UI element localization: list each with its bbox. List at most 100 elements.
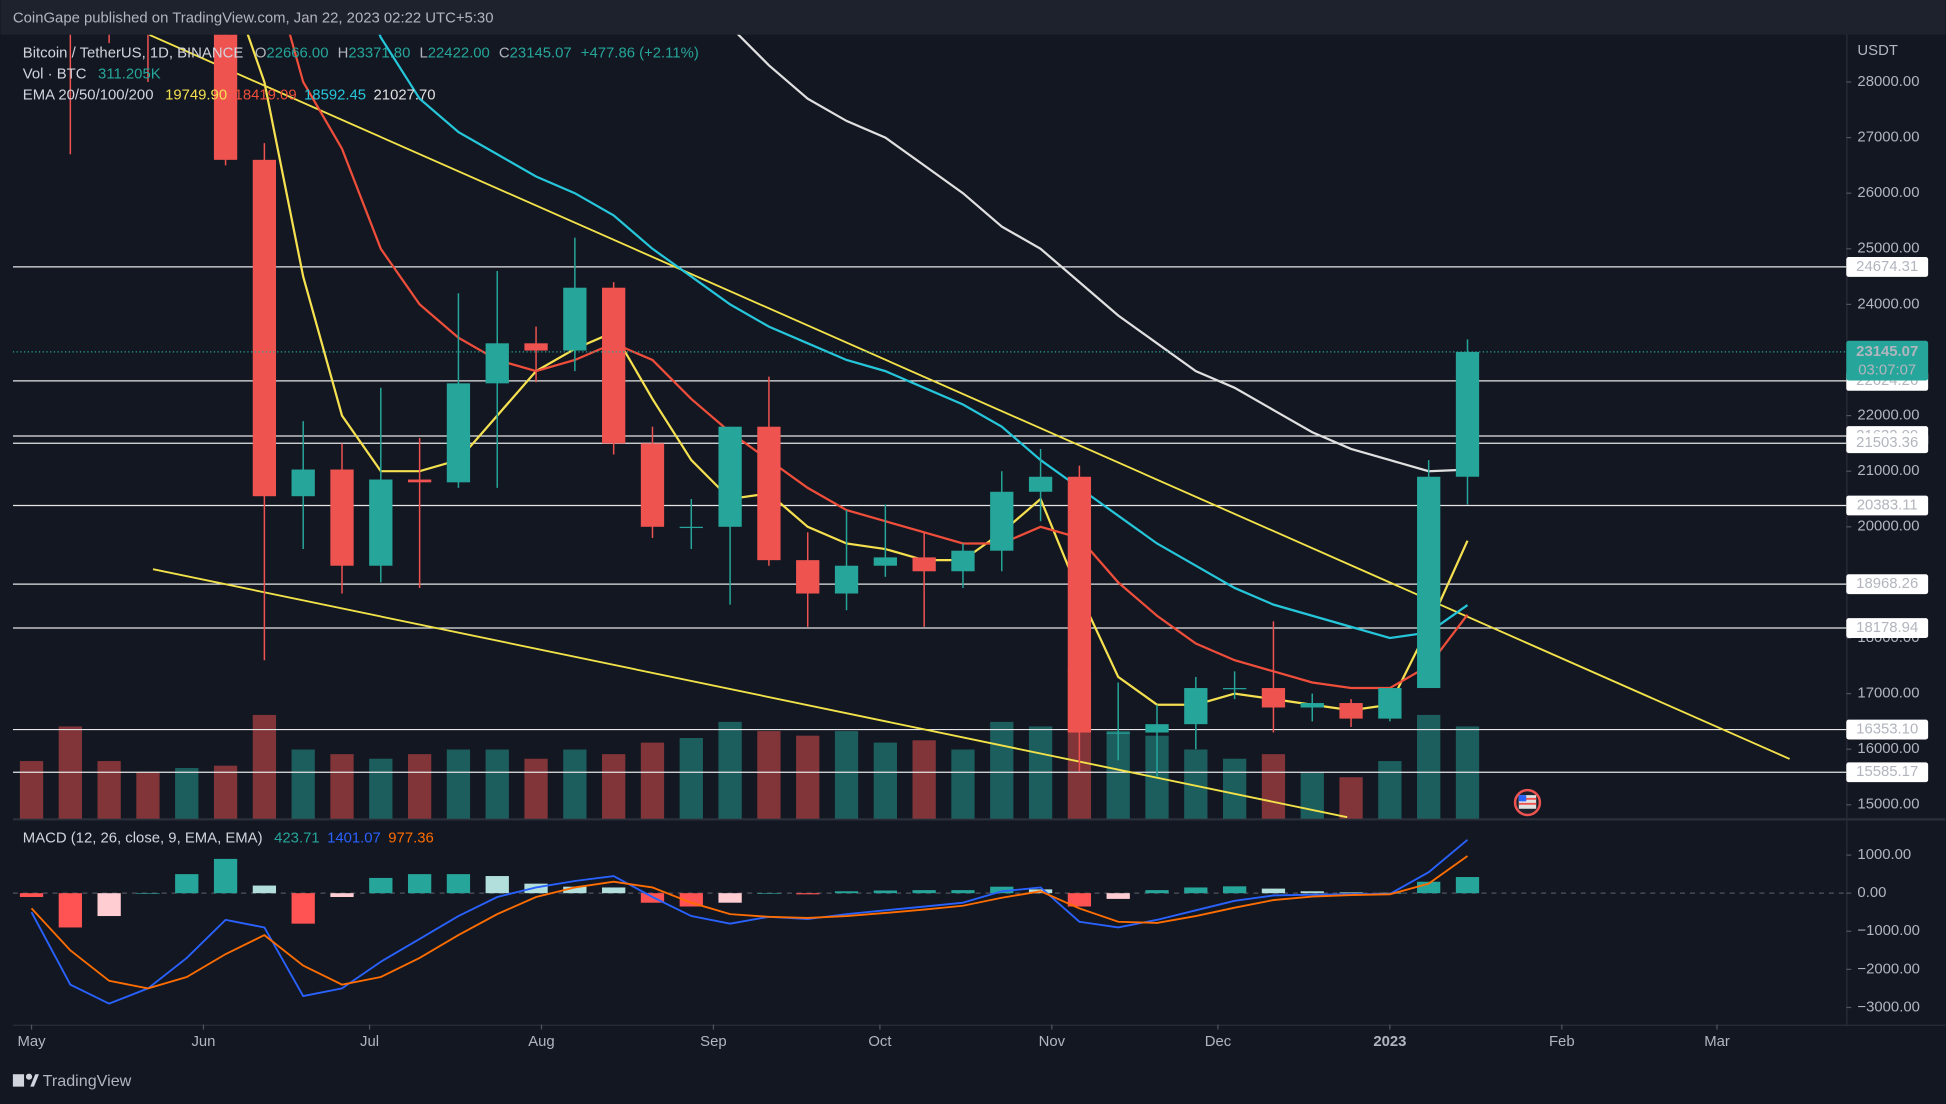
x-tick-label: Oct: [868, 1034, 892, 1050]
candle-body: [951, 550, 975, 572]
level-label: 24674.31: [1856, 259, 1918, 275]
ohlc-key: O: [255, 45, 267, 61]
macd-value: 1401.07: [327, 830, 381, 846]
x-tick-label: Feb: [1549, 1034, 1575, 1050]
histogram-bar: [951, 890, 975, 894]
level-label: 20383.11: [1857, 497, 1918, 513]
candle-body: [990, 491, 1014, 551]
ema-line: [378, 34, 1469, 640]
volume-bar: [446, 749, 471, 819]
candle-body: [330, 469, 354, 566]
legend: Bitcoin / TetherUS, 1D, BINANCE O22666.0…: [23, 43, 1898, 847]
candle-body: [1261, 688, 1286, 708]
histogram-bar: [679, 893, 703, 907]
y-tick-label: 17000.00: [1857, 686, 1919, 702]
price-pane: [12, 34, 1847, 819]
y-tick-label: 15000.00: [1857, 797, 1919, 813]
volume-bar: [19, 761, 44, 819]
candle-body: [1222, 688, 1247, 690]
histogram-bar: [1067, 893, 1092, 907]
candle-body: [446, 383, 471, 483]
volume-bar: [369, 758, 393, 819]
y-tick-label: 1000.00: [1857, 847, 1911, 863]
level-label: 21503.36: [1856, 435, 1918, 451]
volume-bar: [97, 761, 121, 819]
x-tick-label: 2023: [1373, 1034, 1406, 1050]
candle-body: [485, 343, 509, 384]
flag-icon: [1513, 788, 1542, 817]
macd-legend: MACD (12, 26, close, 9, EMA, EMA) 423.71…: [23, 830, 434, 846]
histogram-bar: [485, 876, 509, 894]
histogram-bar: [1417, 881, 1441, 894]
histogram-bar: [1222, 886, 1247, 894]
change: +477.86 (+2.11%): [581, 45, 699, 61]
footer-brand: TradingView: [43, 1072, 132, 1090]
candle-body: [563, 287, 587, 351]
level-box: [1846, 256, 1929, 277]
candle-body: [1339, 703, 1363, 719]
volume-bar: [524, 758, 548, 819]
candle-body: [252, 159, 277, 497]
ema-label: EMA 20/50/100/200: [23, 87, 154, 103]
histogram-bar: [912, 890, 936, 894]
candle-body: [524, 343, 548, 351]
ema-legend: EMA 20/50/100/200 19749.90 18419.09 18592.…: [23, 87, 436, 103]
logo-slash: [30, 1074, 39, 1087]
x-tick-label: Mar: [1704, 1034, 1730, 1050]
volume-bar: [990, 721, 1014, 819]
level-label: 16353.10: [1856, 722, 1918, 738]
level-label: 18968.26: [1856, 576, 1918, 592]
candle-body: [1145, 724, 1169, 733]
volume-bar: [252, 714, 277, 819]
ohlc-value: 22666.00: [266, 45, 328, 61]
flag-canton: [1518, 795, 1527, 802]
candle-body: [1455, 351, 1480, 477]
macd-value: 423.71: [274, 830, 320, 846]
symbol-legend: Bitcoin / TetherUS, 1D, BINANCE O22666.0…: [23, 45, 699, 61]
ohlc-value: 23371.80: [348, 45, 410, 61]
last-price-label: 23145.07: [1856, 344, 1918, 360]
volume-bar: [834, 731, 859, 819]
volume-value: 311.205K: [98, 66, 161, 82]
ema-line: [288, 34, 1469, 690]
y-tick-label: 26000.00: [1857, 185, 1919, 201]
y-tick-label: 24000.00: [1857, 296, 1919, 312]
ohlc-value: 23145.07: [510, 45, 572, 61]
axes: 15000.0016000.0017000.0018000.0019000.00…: [17, 74, 1929, 1050]
macd-value: 977.36: [388, 830, 434, 846]
volume-bar: [679, 737, 703, 819]
candle-body: [602, 287, 626, 444]
volume-bar: [1300, 772, 1324, 819]
candle-body: [1067, 476, 1092, 733]
histogram-bar: [446, 874, 471, 894]
candle-body: [1417, 476, 1441, 689]
volume-bar: [291, 749, 315, 819]
candle-body: [834, 565, 859, 594]
histogram-bar: [1261, 888, 1286, 894]
volume-legend: Vol · BTC 311.205K: [23, 66, 161, 82]
histogram-bar: [252, 885, 277, 894]
level-box: [1846, 618, 1929, 638]
volume-bar: [563, 749, 587, 819]
trendline: [152, 568, 1348, 819]
histogram-bar: [718, 893, 742, 903]
volume-bar: [718, 721, 742, 819]
level-box: [1846, 433, 1929, 454]
volume-bar: [136, 772, 160, 819]
x-tick-label: Sep: [700, 1034, 726, 1050]
trendline: [149, 34, 1790, 760]
histogram-bar: [873, 890, 897, 894]
level-label: 18178.94: [1856, 620, 1918, 636]
volume-bar: [330, 754, 354, 819]
histogram-bar: [602, 887, 626, 894]
volume-bar: [1339, 777, 1363, 819]
candle-body: [679, 526, 703, 529]
y-tick-label: −1000.00: [1857, 923, 1919, 939]
histogram-bar: [796, 893, 820, 895]
ohlc-key: H: [338, 45, 349, 61]
histogram-bar: [291, 893, 315, 924]
volume-bar: [485, 749, 509, 819]
ema-line: [246, 34, 1469, 712]
ohlc-key: L: [419, 45, 427, 61]
